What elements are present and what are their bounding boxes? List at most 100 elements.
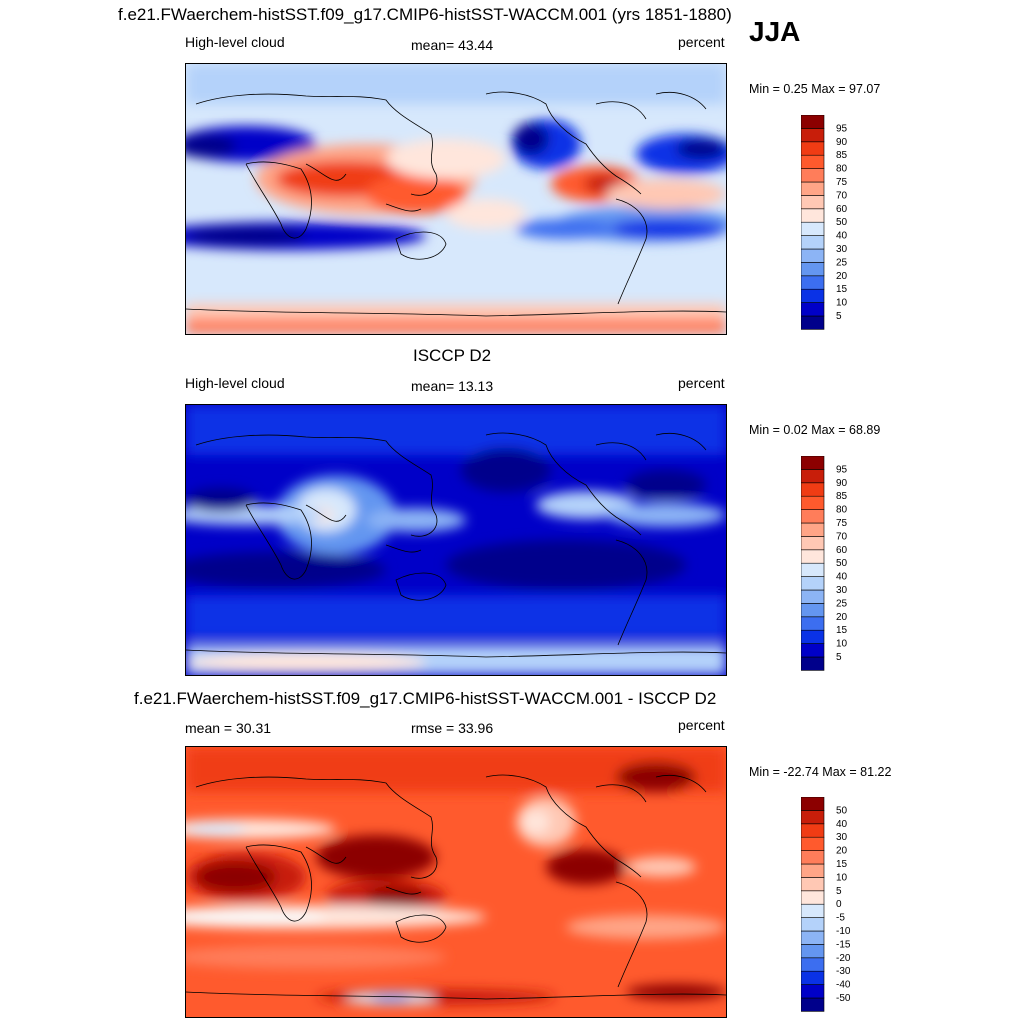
colorbar-box xyxy=(801,917,825,932)
panel3-rmse: rmse = 33.96 xyxy=(411,720,494,736)
panel2-variable: High-level cloud xyxy=(185,375,285,391)
panel1-colorbar: 5 10 15 20 25 30 40 50 60 70 75 80 85 90 95 xyxy=(801,115,861,330)
colorbar-box xyxy=(801,629,825,644)
panel1-map xyxy=(185,63,727,335)
colorbar-tick-label: 85 xyxy=(836,491,848,502)
colorbar-box xyxy=(801,235,825,250)
colorbar-box xyxy=(801,115,825,129)
colorbar-tick-label: 20 xyxy=(836,612,848,623)
colorbar-tick-label: 10 xyxy=(836,639,848,650)
colorbar-box xyxy=(801,509,825,524)
colorbar-tick-label: 90 xyxy=(836,478,848,489)
colorbar-tick-label: -15 xyxy=(836,939,851,950)
colorbar-tick-label: 20 xyxy=(836,846,848,857)
colorbar-box xyxy=(801,288,825,303)
colorbar-tick-label: 85 xyxy=(836,150,848,161)
colorbar-box xyxy=(801,549,825,564)
panel2-mean: mean= 13.13 xyxy=(411,378,494,394)
colorbar-tick-label: 10 xyxy=(836,298,848,309)
colorbar-box xyxy=(801,208,825,223)
colorbar-box xyxy=(801,603,825,618)
colorbar-box xyxy=(801,302,825,317)
colorbar-tick-label: 5 xyxy=(836,886,842,897)
colorbar-tick-label: 5 xyxy=(836,652,842,663)
colorbar-box xyxy=(801,903,825,918)
colorbar-box xyxy=(801,181,825,196)
colorbar-tick-label: -30 xyxy=(836,966,851,977)
panel2-minmax: Min = 0.02 Max = 68.89 xyxy=(749,423,881,437)
colorbar-box xyxy=(801,877,825,892)
colorbar-tick-label: 60 xyxy=(836,545,848,556)
colorbar-box xyxy=(801,850,825,865)
colorbar-tick-label: 15 xyxy=(836,284,848,295)
colorbar-box xyxy=(801,154,825,169)
colorbar-box xyxy=(801,536,825,551)
colorbar-box xyxy=(801,262,825,277)
colorbar-box xyxy=(801,469,825,484)
colorbar-tick-label: 75 xyxy=(836,177,848,188)
colorbar-box xyxy=(801,797,825,811)
colorbar-tick-label: 40 xyxy=(836,572,848,583)
panel1-units: percent xyxy=(678,34,725,50)
colorbar-tick-label: 50 xyxy=(836,558,848,569)
panel3-title: f.e21.FWaerchem-histSST.f09_g17.CMIP6-hi… xyxy=(134,689,717,708)
colorbar-tick-label: 25 xyxy=(836,598,848,609)
colorbar-box xyxy=(801,616,825,631)
colorbar-box xyxy=(801,984,825,999)
colorbar-tick-label: 15 xyxy=(836,625,848,636)
colorbar-tick-label: 60 xyxy=(836,204,848,215)
colorbar-tick-label: 5 xyxy=(836,311,842,322)
colorbar-box xyxy=(801,643,825,658)
colorbar-tick-label: 25 xyxy=(836,257,848,268)
colorbar-tick-label: 95 xyxy=(836,464,848,475)
colorbar-box xyxy=(801,221,825,236)
panel1-minmax: Min = 0.25 Max = 97.07 xyxy=(749,82,881,96)
colorbar-tick-label: 15 xyxy=(836,859,848,870)
panel3-map xyxy=(185,746,727,1018)
colorbar-box xyxy=(801,562,825,577)
colorbar-box xyxy=(801,589,825,604)
panel1-title: f.e21.FWaerchem-histSST.f09_g17.CMIP6-hi… xyxy=(118,5,732,24)
panel3-colorbar: -50 -40 -30 -20 -15 -10 -5 0 5 10 15 20 30 40 50 xyxy=(801,797,861,1012)
colorbar-tick-label: -10 xyxy=(836,926,851,937)
colorbar-tick-label: 40 xyxy=(836,231,848,242)
panel3-units: percent xyxy=(678,717,725,733)
colorbar-box xyxy=(801,656,825,671)
colorbar-box xyxy=(801,141,825,156)
colorbar-box xyxy=(801,315,825,330)
colorbar-tick-label: 95 xyxy=(836,123,848,134)
colorbar-tick-label: -5 xyxy=(836,913,845,924)
colorbar-tick-label: 20 xyxy=(836,271,848,282)
panel3-minmax: Min = -22.74 Max = 81.22 xyxy=(749,765,892,779)
colorbar-box xyxy=(801,970,825,985)
panel1-variable: High-level cloud xyxy=(185,34,285,50)
colorbar-box xyxy=(801,168,825,183)
season-label: JJA xyxy=(749,16,801,47)
colorbar-tick-label: 30 xyxy=(836,244,848,255)
panel3-mean: mean = 30.31 xyxy=(185,720,272,736)
colorbar-box xyxy=(801,890,825,905)
colorbar-tick-label: 50 xyxy=(836,217,848,228)
colorbar-box xyxy=(801,823,825,838)
colorbar-tick-label: 70 xyxy=(836,190,848,201)
colorbar-box xyxy=(801,997,825,1012)
colorbar-box xyxy=(801,810,825,825)
colorbar-box xyxy=(801,863,825,878)
colorbar-tick-label: 90 xyxy=(836,137,848,148)
colorbar-box xyxy=(801,495,825,510)
colorbar-tick-label: -50 xyxy=(836,993,851,1004)
panel1-mean: mean= 43.44 xyxy=(411,37,494,53)
colorbar-box xyxy=(801,195,825,210)
colorbar-box xyxy=(801,944,825,959)
colorbar-tick-label: -40 xyxy=(836,980,851,991)
colorbar-tick-label: 70 xyxy=(836,531,848,542)
panel2-units: percent xyxy=(678,375,725,391)
colorbar-tick-label: 75 xyxy=(836,518,848,529)
panel2-colorbar: 5 10 15 20 25 30 40 50 60 70 75 80 85 90 95 xyxy=(801,456,861,671)
colorbar-box xyxy=(801,248,825,263)
colorbar-box xyxy=(801,275,825,290)
colorbar-box xyxy=(801,576,825,591)
colorbar-tick-label: 30 xyxy=(836,585,848,596)
colorbar-tick-label: 80 xyxy=(836,505,848,516)
panel2-title: ISCCP D2 xyxy=(413,346,492,365)
